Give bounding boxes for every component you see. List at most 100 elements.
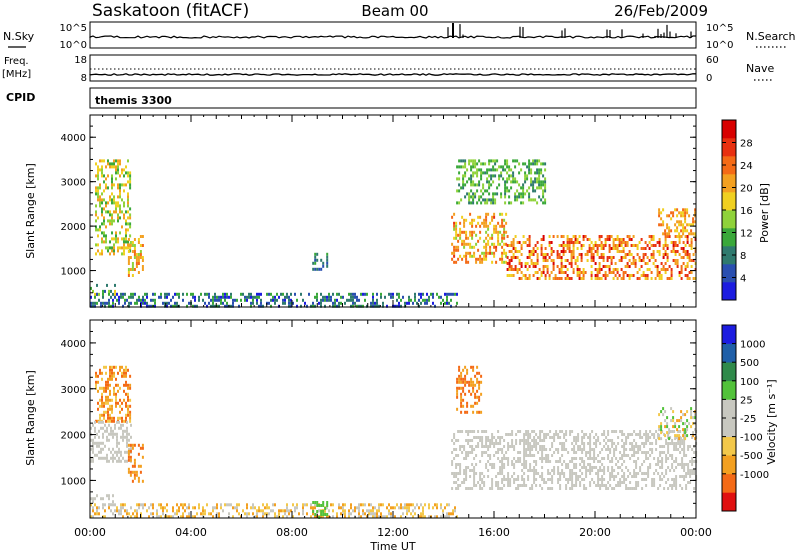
heatmap-cell <box>591 469 593 472</box>
heatmap-cell <box>481 430 483 433</box>
heatmap-cell <box>477 445 479 448</box>
heatmap-cell <box>666 226 668 229</box>
heatmap-cell <box>567 238 569 241</box>
heatmap-cell <box>101 174 103 177</box>
heatmap-cell <box>647 274 649 277</box>
heatmap-cell <box>525 277 527 280</box>
heatmap-cell <box>683 262 685 265</box>
heatmap-cell <box>476 396 478 399</box>
heatmap-cell <box>455 246 457 249</box>
heatmap-cell <box>123 246 125 249</box>
heatmap-cell <box>120 427 122 430</box>
heatmap-cell <box>591 478 593 481</box>
heatmap-cell <box>559 442 561 445</box>
heatmap-cell <box>523 460 525 463</box>
heatmap-cell <box>134 462 136 465</box>
heatmap-cell <box>465 219 467 222</box>
heatmap-cell <box>500 174 502 177</box>
heatmap-cell <box>117 171 119 174</box>
heatmap-cell <box>471 225 473 228</box>
heatmap-cell <box>635 460 637 463</box>
heatmap-cell <box>679 241 681 244</box>
heatmap-cell <box>666 416 668 419</box>
cpid-panel-frame <box>90 88 696 108</box>
heatmap-cell <box>97 171 99 174</box>
heatmap-cell <box>398 506 400 509</box>
heatmap-cell <box>103 366 105 369</box>
heatmap-cell <box>543 265 545 268</box>
heatmap-cell <box>635 442 637 445</box>
heatmap-cell <box>559 277 561 280</box>
heatmap-cell <box>398 296 400 299</box>
heatmap-cell <box>470 165 472 168</box>
heatmap-cell <box>545 265 547 268</box>
heatmap-cell <box>454 509 456 512</box>
heatmap-cell <box>453 457 455 460</box>
heatmap-cell <box>690 410 692 413</box>
heatmap-cell <box>579 481 581 484</box>
heatmap-cell <box>573 244 575 247</box>
heatmap-cell <box>613 244 615 247</box>
heatmap-cell <box>651 481 653 484</box>
heatmap-cell <box>328 296 330 299</box>
heatmap-cell <box>388 503 390 506</box>
heatmap-cell <box>531 469 533 472</box>
heatmap-cell <box>613 478 615 481</box>
heatmap-cell <box>537 262 539 265</box>
heatmap-cell <box>446 302 448 305</box>
heatmap-cell <box>118 442 120 445</box>
heatmap-cell <box>601 448 603 451</box>
heatmap-cell <box>428 506 430 509</box>
heatmap-cell <box>485 252 487 255</box>
heatmap-cell <box>402 296 404 299</box>
heatmap-cell <box>571 250 573 253</box>
heatmap-cell <box>625 487 627 490</box>
heatmap-cell <box>639 469 641 472</box>
heatmap-cell <box>465 252 467 255</box>
heatmap-cell <box>689 472 691 475</box>
heatmap-cell <box>513 268 515 271</box>
heatmap-cell <box>567 478 569 481</box>
heatmap-cell <box>519 250 521 253</box>
heatmap-cell <box>208 512 210 515</box>
heatmap-cell <box>468 381 470 384</box>
heatmap-cell <box>124 503 126 506</box>
heatmap-cell <box>462 369 464 372</box>
heatmap-cell <box>127 192 129 195</box>
heatmap-cell <box>662 208 664 211</box>
heatmap-cell <box>462 159 464 162</box>
heatmap-cell <box>126 299 128 302</box>
heatmap-cell <box>557 277 559 280</box>
heatmap-cell <box>119 246 121 249</box>
heatmap-cell <box>533 274 535 277</box>
heatmap-cell <box>547 259 549 262</box>
heatmap-cell <box>481 451 483 454</box>
heatmap-cell <box>635 262 637 265</box>
cpid-program: themis 3300 <box>95 94 172 107</box>
heatmap-cell <box>607 448 609 451</box>
heatmap-cell <box>312 501 314 504</box>
heatmap-cell <box>260 509 262 512</box>
heatmap-cell <box>687 262 689 265</box>
heatmap-cell <box>246 512 248 515</box>
heatmap-cell <box>537 472 539 475</box>
heatmap-cell <box>129 399 131 402</box>
heatmap-cell <box>645 442 647 445</box>
heatmap-cell <box>129 183 131 186</box>
heatmap-cell <box>374 506 376 509</box>
heatmap-cell <box>649 466 651 469</box>
heatmap-cell <box>625 271 627 274</box>
heatmap-cell <box>109 165 111 168</box>
heatmap-cell <box>142 302 144 305</box>
heatmap-cell <box>320 504 322 507</box>
heatmap-cell <box>553 277 555 280</box>
heatmap-cell <box>204 293 206 296</box>
heatmap-cell <box>127 228 129 231</box>
heatmap-cell <box>569 460 571 463</box>
heatmap-cell <box>525 484 527 487</box>
heatmap-cell <box>553 250 555 253</box>
heatmap-cell <box>467 439 469 442</box>
heatmap-cell <box>669 442 671 445</box>
heatmap-cell <box>603 274 605 277</box>
heatmap-cell <box>531 454 533 457</box>
